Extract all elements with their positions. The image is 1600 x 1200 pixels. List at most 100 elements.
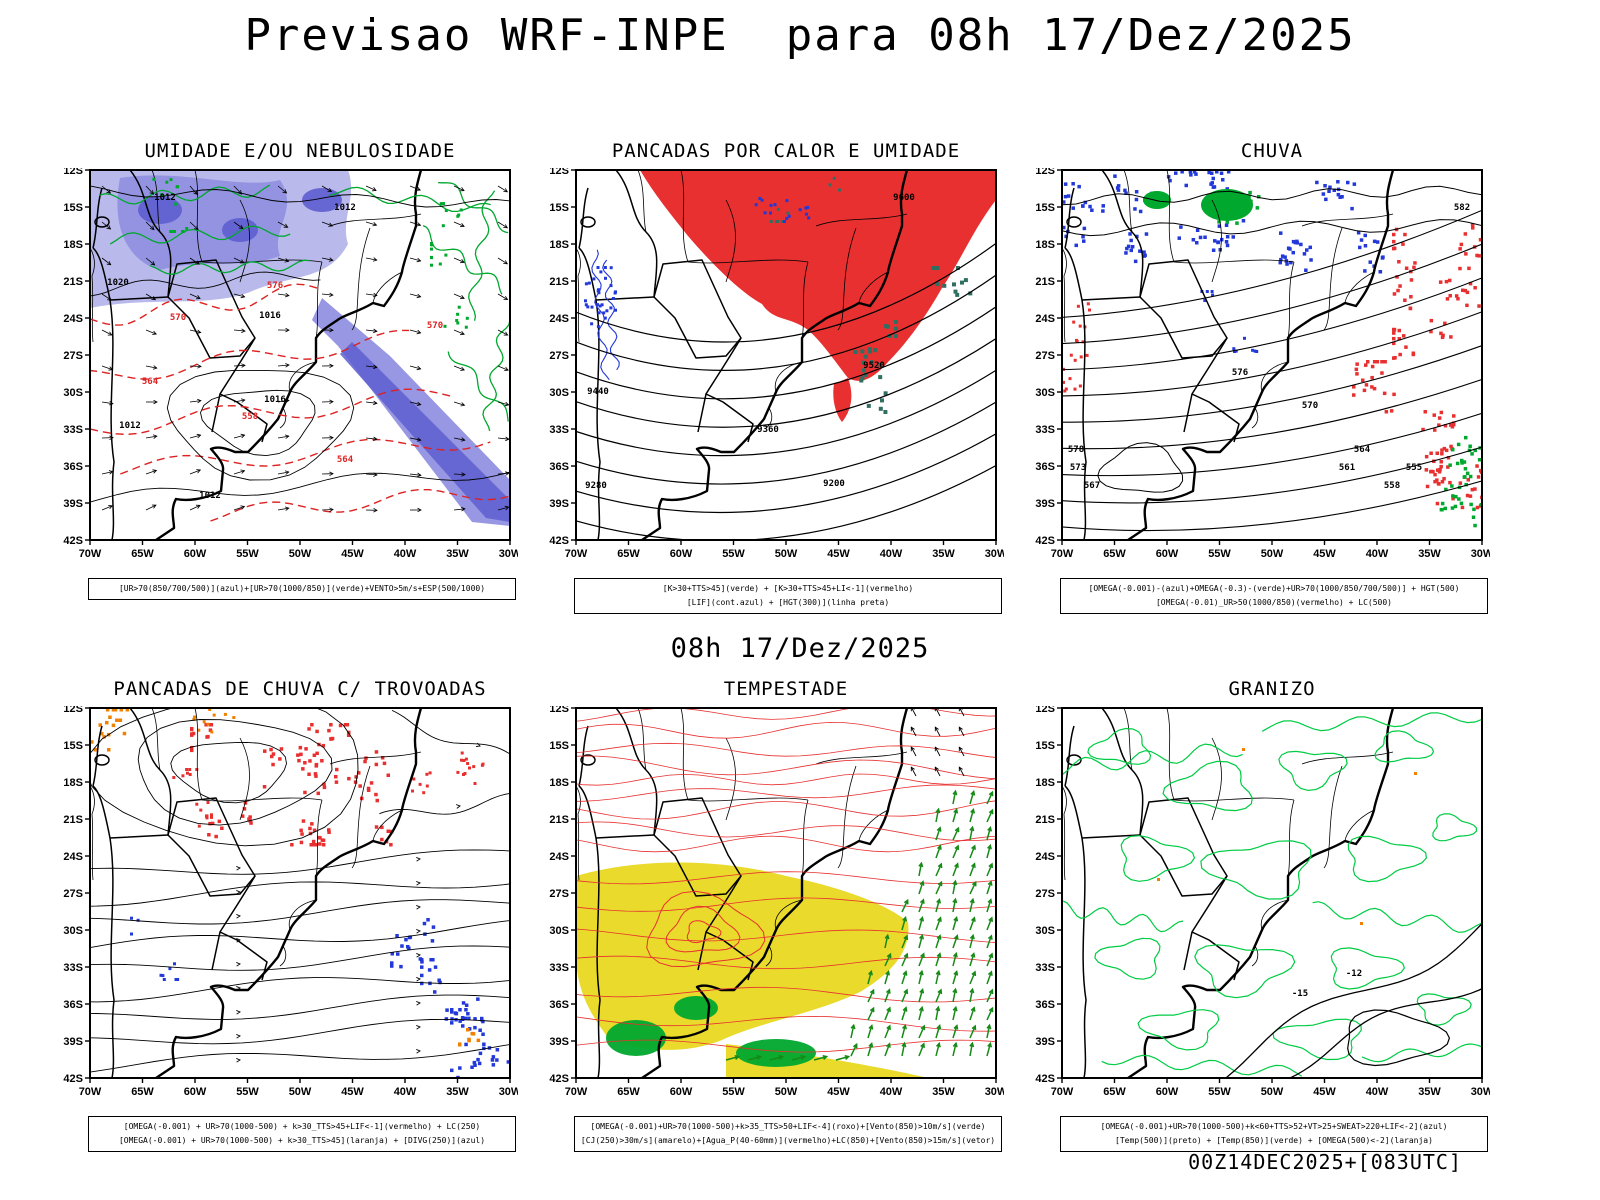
lat-axis-label: 18S (63, 777, 83, 789)
lat-axis-label: 15S (63, 740, 83, 752)
lon-axis-label: 60W (1156, 1086, 1179, 1098)
lat-axis-label: 42S (1035, 535, 1055, 547)
lon-axis-label: 60W (1156, 548, 1179, 560)
contour-label: 1016 (259, 311, 281, 321)
panel-tempestade: TEMPESTADE 12S 15S 18S 21S 24S 27S 30S 33S 36S 39… (534, 678, 1004, 1152)
contour-label: 578 (1068, 445, 1084, 455)
caption-box-chuva: [OMEGA(-0.001)-(azul)+OMEGA(-0.3)-(verde… (1060, 578, 1488, 614)
lon-axis-label: 45W (341, 1086, 364, 1098)
lat-axis-label: 39S (1035, 498, 1055, 510)
panel-title-trovoadas: PANCADAS DE CHUVA C/ TROVOADAS (113, 678, 487, 700)
caption-line: [OMEGA(-0.001) + UR>70(1000-500) + k>30_… (118, 1136, 486, 1145)
contour-label: 576 (1232, 368, 1248, 378)
lat-axis-label: 33S (549, 424, 569, 436)
lon-axis-label: 45W (341, 548, 364, 560)
lon-axis-label: 35W (932, 548, 955, 560)
lon-axis-label: 35W (932, 1086, 955, 1098)
lon-axis-label: 50W (289, 1086, 312, 1098)
lon-axis-label: 30W (985, 1086, 1004, 1098)
lat-axis-label: 39S (549, 1036, 569, 1048)
lat-axis-label: 42S (1035, 1073, 1055, 1085)
lat-axis-label: 12S (549, 168, 569, 177)
lat-axis-label: 15S (549, 740, 569, 752)
map-art: -12 -15 (1062, 708, 1482, 1078)
caption-line: [OMEGA(-0.01)_UR>50(1000/850)(vermelho) … (1155, 598, 1392, 607)
lon-axis-label: 70W (79, 548, 102, 560)
lat-axis-label: 33S (549, 962, 569, 974)
lon-axis-label: 40W (880, 1086, 903, 1098)
lat-axis-label: 36S (1035, 461, 1055, 473)
lon-axis-label: 55W (236, 1086, 259, 1098)
lon-axis-label: 50W (775, 1086, 798, 1098)
lon-axis-label: 70W (79, 1086, 102, 1098)
caption-line: [OMEGA(-0.001)+UR>70(1000-500)+k>35_TTS>… (590, 1122, 986, 1131)
caption-box-umidade: [UR>70(850/700/500)](azul)+[UR>70(1000/8… (88, 578, 516, 600)
contour-label: 9360 (757, 425, 779, 435)
lon-axis-label: 40W (394, 1086, 417, 1098)
lat-axis-label: 24S (1035, 313, 1055, 325)
panel-title-chuva: CHUVA (1240, 140, 1304, 162)
lat-axis-label: 33S (63, 962, 83, 974)
lat-axis-label: 12S (1035, 168, 1055, 177)
lat-axis-label: 39S (549, 498, 569, 510)
contour-label: 1012 (334, 203, 356, 213)
map-art (576, 708, 996, 1078)
contour-label: -12 (1346, 969, 1362, 979)
lon-axis-label: 40W (394, 548, 417, 560)
lon-axis-label: 55W (722, 548, 745, 560)
lon-axis-label: 45W (1313, 1086, 1336, 1098)
contour-label: 9440 (587, 387, 609, 397)
lon-axis-label: 60W (184, 1086, 207, 1098)
map-art: 9600 9520 9440 9360 9280 9200 (576, 170, 996, 540)
contour-label: 570 (427, 321, 443, 331)
caption-box-tempestade: [OMEGA(-0.001)+UR>70(1000-500)+k>35_TTS>… (574, 1116, 1002, 1152)
caption-line: [OMEGA(-0.001)-(azul)+OMEGA(-0.3)-(verde… (1088, 584, 1460, 593)
lat-axis-label: 24S (63, 313, 83, 325)
map-art (90, 708, 510, 1078)
caption-box-pancadas-calor: [K>30+TTS>45](verde) + [K>30+TTS>45+LI<-… (574, 578, 1002, 614)
lat-axis-label: 21S (63, 276, 83, 288)
lon-axis-label: 70W (1051, 1086, 1074, 1098)
lon-axis-label: 35W (446, 548, 469, 560)
lon-axis-label: 60W (184, 548, 207, 560)
lat-axis-label: 33S (1035, 962, 1055, 974)
lat-axis-label: 30S (63, 925, 83, 937)
lat-axis-label: 24S (549, 313, 569, 325)
lat-axis-label: 18S (549, 777, 569, 789)
contour-label: 564 (337, 455, 354, 465)
caption-line: [K>30+TTS>45](verde) + [K>30+TTS>45+LI<-… (662, 584, 914, 593)
weather-map-umidade: 1012 1020 1012 1016 1016 1012 1012 570 576 564 558… (63, 168, 518, 560)
lon-axis-label: 35W (446, 1086, 469, 1098)
contour-label: 9280 (585, 481, 607, 491)
lat-axis-label: 39S (63, 1036, 83, 1048)
contour-label: 564 (142, 377, 159, 387)
lon-axis-label: 35W (1418, 548, 1441, 560)
lon-axis-label: 60W (670, 1086, 693, 1098)
lat-axis-label: 42S (549, 535, 569, 547)
caption-box-granizo: [OMEGA(-0.001)+UR>70(1000-500)+k<60+TTS>… (1060, 1116, 1488, 1152)
lat-axis-label: 30S (549, 925, 569, 937)
lat-axis-label: 27S (63, 888, 83, 900)
lon-axis-label: 30W (985, 548, 1004, 560)
lon-axis-label: 65W (1103, 1086, 1126, 1098)
panel-chuva: CHUVA 582 578 576 573 570 567 564 561 558 555 12S 1… (1020, 140, 1490, 614)
lon-axis-label: 40W (1366, 1086, 1389, 1098)
contour-label: 555 (1406, 463, 1422, 473)
panel-title-tempestade: TEMPESTADE (723, 678, 849, 700)
caption-line: [Temp(500)](preto) + [Temp(850)](verde) … (1115, 1136, 1433, 1145)
lon-axis-label: 55W (1208, 1086, 1231, 1098)
lat-axis-label: 42S (63, 535, 83, 547)
lon-axis-label: 45W (1313, 548, 1336, 560)
panel-pancadas-trovoadas: PANCADAS DE CHUVA C/ TROVOADAS 12S 15S 18S… (48, 678, 518, 1152)
contour-label: 567 (1084, 481, 1100, 491)
lat-axis-label: 18S (1035, 777, 1055, 789)
lon-axis-label: 70W (565, 548, 588, 560)
lat-axis-label: 27S (1035, 888, 1055, 900)
contour-label: 573 (1070, 463, 1086, 473)
lat-axis-label: 12S (63, 706, 83, 715)
lon-axis-label: 50W (1261, 1086, 1284, 1098)
contour-label: 558 (242, 412, 258, 422)
lon-axis-label: 50W (775, 548, 798, 560)
lat-axis-label: 30S (1035, 387, 1055, 399)
